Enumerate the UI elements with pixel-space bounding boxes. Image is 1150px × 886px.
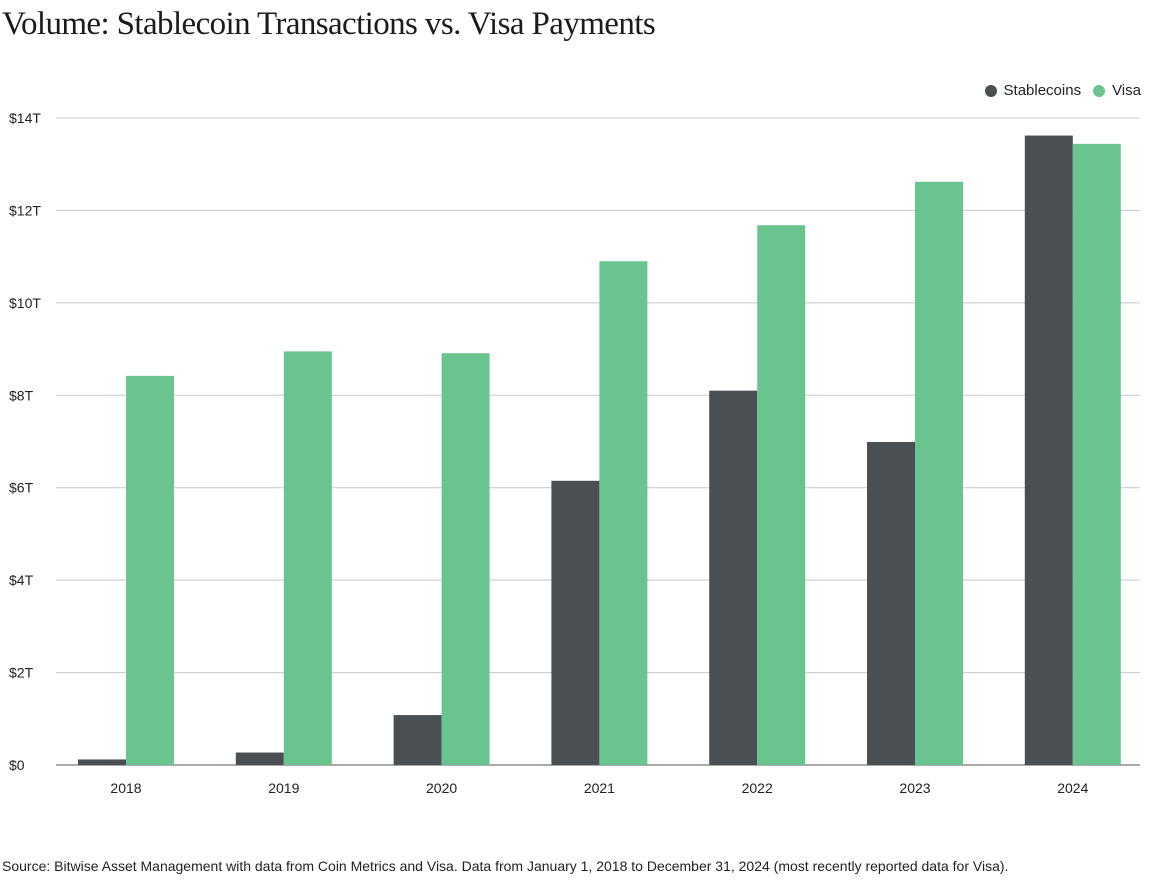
bar-stablecoins-2024 <box>1024 135 1073 766</box>
x-tick-label: 2022 <box>742 780 773 796</box>
bar-stablecoins-2023 <box>867 441 915 765</box>
x-tick-label: 2020 <box>426 780 457 796</box>
y-tick-label: $12T <box>9 202 41 218</box>
bar-stablecoins-2022 <box>709 390 758 765</box>
legend-label-visa: Visa <box>1112 82 1141 99</box>
legend-swatch-stablecoins <box>984 84 997 97</box>
y-tick-label: $14T <box>9 110 41 126</box>
bar-stablecoins-2019 <box>235 752 284 765</box>
legend-label-stablecoins: Stablecoins <box>1003 82 1082 99</box>
x-tick-label: 2019 <box>268 780 299 796</box>
y-tick-label: $0 <box>9 757 25 773</box>
bar-visa-2020 <box>441 353 490 765</box>
x-tick-label: 2018 <box>110 780 141 796</box>
bar-visa-2024 <box>1072 143 1121 765</box>
y-tick-label: $10T <box>9 295 41 311</box>
source-note: Source: Bitwise Asset Management with da… <box>2 858 1009 874</box>
bar-visa-2023 <box>915 181 963 766</box>
x-tick-label: 2024 <box>1057 780 1088 796</box>
chart-title: Volume: Stablecoin Transactions vs. Visa… <box>2 6 656 42</box>
y-tick-label: $8T <box>9 387 34 403</box>
bar-visa-2019 <box>283 351 332 765</box>
bar-visa-2022 <box>757 225 806 765</box>
y-tick-label: $6T <box>9 480 34 496</box>
x-tick-label: 2021 <box>584 780 615 796</box>
legend-item-stablecoins: Stablecoins <box>984 82 1082 99</box>
bar-visa-2018 <box>126 375 174 765</box>
bar-chart: $0 $2T $4T $6T $8T $10T $12T $14T 2018 2019 2020 20… <box>9 110 1140 796</box>
chart-legend: Stablecoins Visa <box>973 82 1141 99</box>
legend-item-visa: Visa <box>1093 82 1141 99</box>
x-tick-label: 2023 <box>899 780 930 796</box>
bar-visa-2021 <box>599 261 648 765</box>
y-tick-label: $2T <box>9 665 34 681</box>
bar-stablecoins-2021 <box>551 480 600 765</box>
bar-stablecoins-2018 <box>78 759 126 765</box>
legend-swatch-visa <box>1093 84 1106 97</box>
y-tick-label: $4T <box>9 572 34 588</box>
bar-stablecoins-2020 <box>393 715 442 765</box>
